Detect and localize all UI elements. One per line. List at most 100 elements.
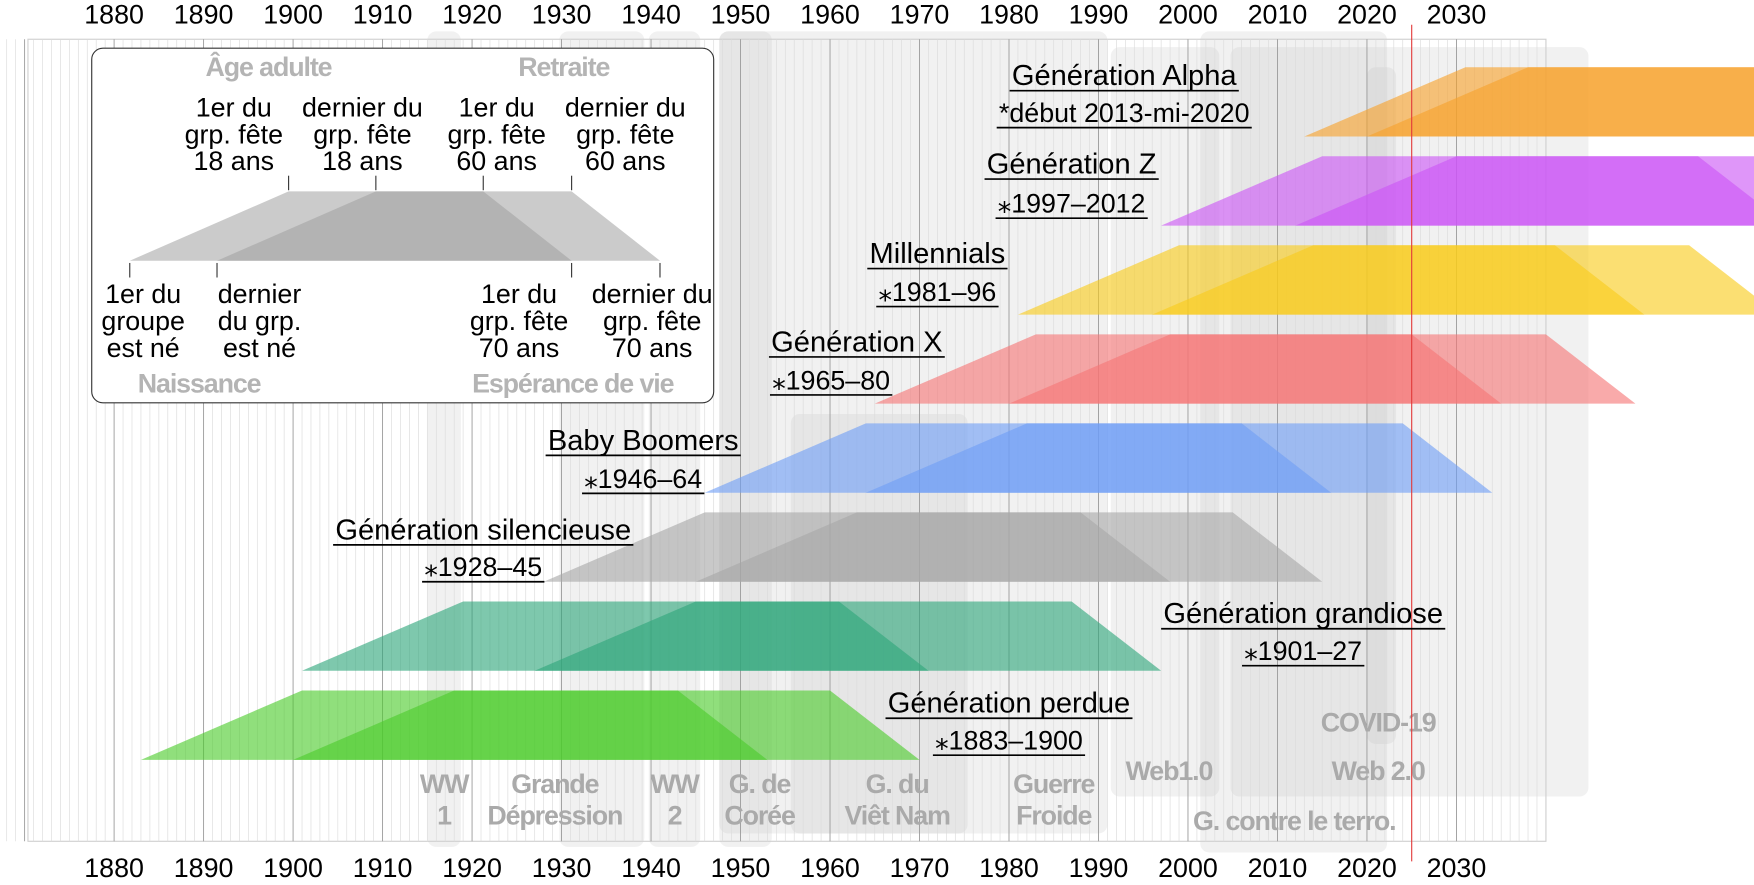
- x-tick-label-bottom: 2000: [1158, 853, 1218, 883]
- x-tick-label-bottom: 2030: [1427, 853, 1487, 883]
- generation-last-born-band: [293, 690, 920, 760]
- event-box: [1110, 47, 1220, 797]
- legend-top-label: 1er du: [196, 92, 272, 122]
- x-tick-label-bottom: 1960: [800, 853, 860, 883]
- legend-bottom-label: grp. fête: [470, 306, 568, 336]
- generation-last-born-band: [865, 423, 1493, 493]
- generation-last-born-band: [695, 512, 1323, 582]
- generation-title: Génération Alpha: [1012, 60, 1238, 92]
- generation-title: Baby Boomers: [548, 425, 739, 457]
- legend-bottom-label: grp. fête: [603, 306, 701, 336]
- legend-bottom-label: dernier: [218, 279, 302, 309]
- event-label: Web1.0: [1126, 756, 1213, 786]
- event-label: Dépression: [487, 801, 622, 831]
- generation-dates: ⁎1981–96: [878, 277, 996, 307]
- event-label: WW: [650, 769, 700, 799]
- generation-title: Génération perdue: [888, 688, 1130, 720]
- x-tick-label-bottom: 1910: [353, 853, 413, 883]
- legend-top-label: 18 ans: [322, 146, 403, 176]
- event-label: Froide: [1016, 801, 1091, 831]
- generation-dates: *début 2013-mi-2020: [999, 98, 1250, 128]
- x-tick-label-top: 1900: [263, 0, 323, 30]
- event-label: WW: [420, 769, 470, 799]
- generation-dates: ⁎1928–45: [424, 552, 542, 582]
- x-tick-label-top: 1970: [890, 0, 950, 30]
- legend-header-life-expectancy: Espérance de vie: [472, 369, 674, 399]
- event-label: G. du: [866, 769, 929, 799]
- generation-last-born-band: [534, 601, 1162, 671]
- legend-bottom-label: 1er du: [481, 279, 557, 309]
- event-label: Corée: [724, 801, 795, 831]
- legend-bottom-label: dernier du: [592, 279, 713, 309]
- legend-bottom-label: est né: [223, 333, 296, 363]
- generation-last-born-band: [1295, 156, 1754, 226]
- x-tick-label-top: 1930: [532, 0, 592, 30]
- plot-frame: [27, 38, 1547, 842]
- generation-dates: ⁎1946–64: [584, 464, 702, 494]
- x-tick-label-bottom: 1920: [442, 853, 502, 883]
- legend-top-label: grp. fête: [313, 119, 411, 149]
- x-tick-label-bottom: 1990: [1069, 853, 1129, 883]
- x-tick-label-bottom: 1930: [532, 853, 592, 883]
- x-tick-label-top: 2000: [1158, 0, 1218, 30]
- generation-title: Génération grandiose: [1163, 598, 1443, 630]
- legend-top-label: grp. fête: [576, 119, 674, 149]
- x-tick-label-bottom: 1940: [621, 853, 681, 883]
- x-tick-label-top: 1940: [621, 0, 681, 30]
- x-tick-label-top: 1910: [353, 0, 413, 30]
- event-label: Web 2.0: [1332, 756, 1425, 786]
- x-tick-label-top: 1880: [84, 0, 144, 30]
- legend-header-birth: Naissance: [138, 369, 261, 399]
- generation-dates: ⁎1997–2012: [998, 189, 1146, 219]
- x-tick-label-top: 1890: [174, 0, 234, 30]
- x-tick-label-bottom: 1970: [890, 853, 950, 883]
- generation-title: Millennials: [870, 238, 1006, 270]
- event-label: G. contre le terro.: [1193, 806, 1395, 836]
- generation-title: Génération X: [771, 326, 942, 358]
- event-label: 1: [437, 801, 452, 831]
- event-label: Grande: [511, 769, 598, 799]
- event-box: [1366, 67, 1397, 744]
- legend-bottom-label: 70 ans: [479, 333, 560, 363]
- event-label: 2: [668, 801, 682, 831]
- legend-top-label: 1er du: [459, 92, 535, 122]
- x-tick-label-bottom: 1880: [84, 853, 144, 883]
- generation-last-born-band: [1366, 67, 1754, 137]
- legend-last-born-band: [217, 191, 660, 261]
- legend-bottom-label: du grp.: [218, 306, 302, 336]
- x-tick-label-bottom: 1950: [711, 853, 771, 883]
- legend-header-retirement: Retraite: [518, 52, 609, 82]
- legend-top-label: dernier du: [302, 92, 423, 122]
- legend-bottom-label: groupe: [101, 306, 185, 336]
- legend-top-label: dernier du: [565, 92, 686, 122]
- x-tick-label-top: 1980: [979, 0, 1039, 30]
- x-tick-label-bottom: 1900: [263, 853, 323, 883]
- event-box: [1230, 47, 1589, 797]
- event-label: COVID-19: [1321, 708, 1436, 738]
- generation-last-born-band: [1008, 334, 1636, 404]
- generation-last-born-band: [1152, 245, 1754, 315]
- x-tick-label-bottom: 2020: [1337, 853, 1397, 883]
- x-tick-label-bottom: 1980: [979, 853, 1039, 883]
- x-tick-label-bottom: 2010: [1248, 853, 1308, 883]
- generation-title: Génération silencieuse: [335, 514, 631, 546]
- legend-top-label: 60 ans: [456, 146, 537, 176]
- x-tick-label-bottom: 1890: [174, 853, 234, 883]
- x-tick-label-top: 1950: [711, 0, 771, 30]
- x-tick-label-top: 2020: [1337, 0, 1397, 30]
- legend-bottom-label: 70 ans: [612, 333, 693, 363]
- event-label: Guerre: [1013, 769, 1094, 799]
- legend-top-label: grp. fête: [447, 119, 545, 149]
- event-label: G. de: [729, 769, 791, 799]
- legend-bottom-label: 1er du: [105, 279, 181, 309]
- x-tick-label-top: 2030: [1427, 0, 1487, 30]
- x-tick-label-top: 1920: [442, 0, 502, 30]
- event-label: Viêt Nam: [844, 801, 950, 831]
- legend-top-label: 18 ans: [194, 146, 275, 176]
- x-tick-label-top: 1960: [800, 0, 860, 30]
- generation-dates: ⁎1965–80: [772, 365, 890, 395]
- legend-top-label: grp. fête: [185, 119, 283, 149]
- x-tick-label-top: 2010: [1248, 0, 1308, 30]
- legend-bottom-label: est né: [107, 333, 180, 363]
